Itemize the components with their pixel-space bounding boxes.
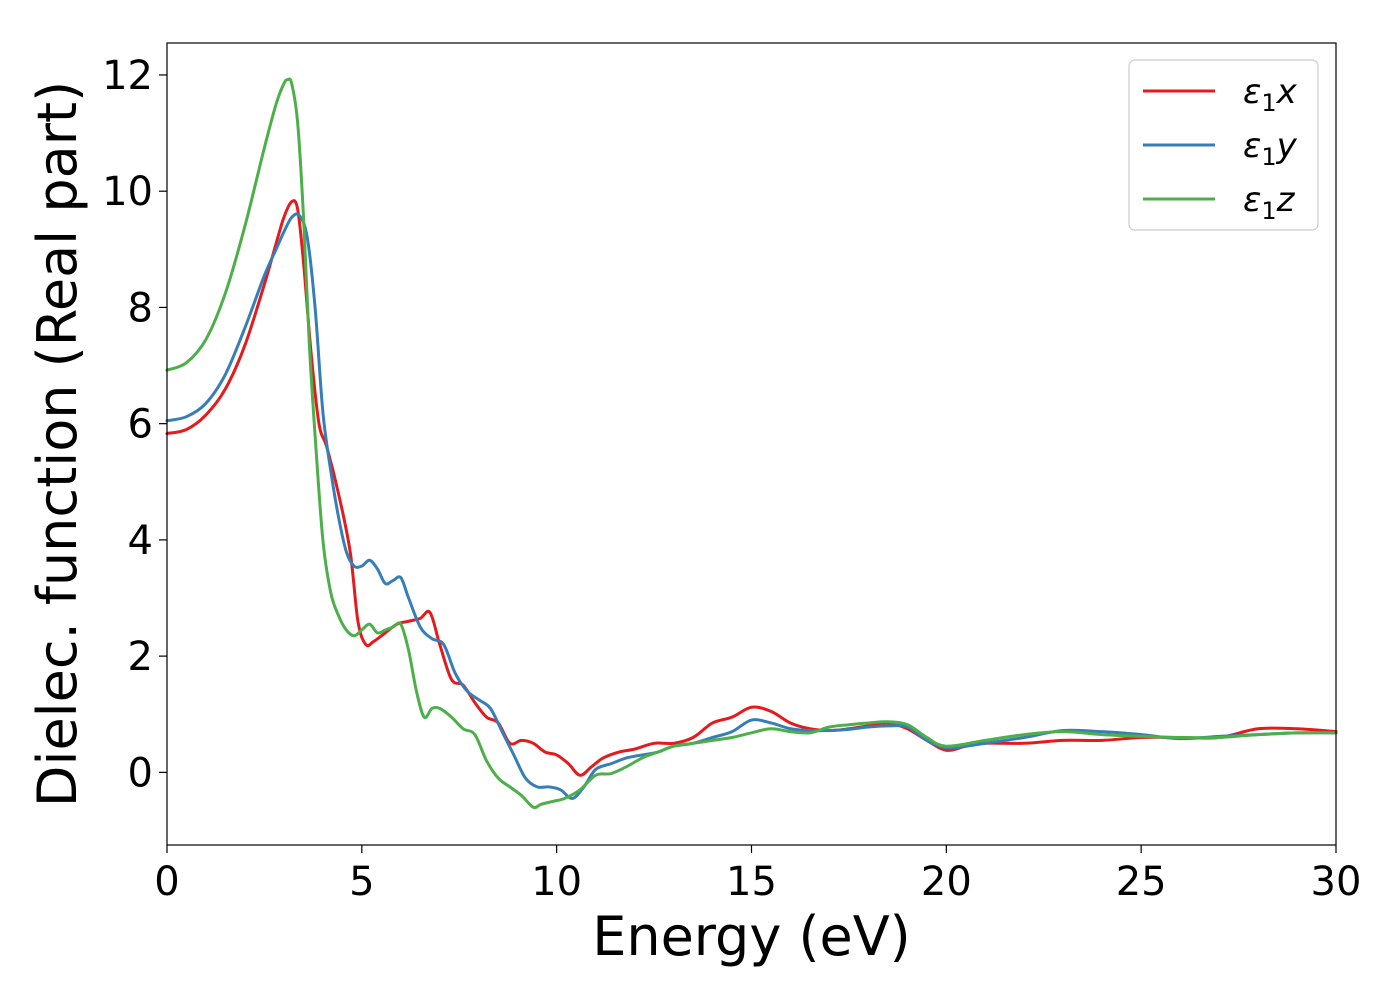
series-line-z xyxy=(165,77,1338,810)
y-axis: 0 2 4 6 8 10 12 xyxy=(102,53,167,796)
y-tick-label: 6 xyxy=(128,402,153,448)
y-tick-label: 4 xyxy=(128,518,153,564)
series-line-y xyxy=(165,212,1338,801)
legend-label-y: ε1y xyxy=(1243,126,1298,171)
legend-box xyxy=(1128,59,1319,231)
x-tick-label: 0 xyxy=(154,859,179,905)
y-axis-label: Dielec. function (Real part) xyxy=(26,81,89,807)
legend-label-x: ε1x xyxy=(1243,72,1298,117)
y-tick-label: 0 xyxy=(128,750,153,796)
y-tick-label: 2 xyxy=(128,634,153,680)
x-tick-label: 15 xyxy=(726,859,777,905)
series-layer xyxy=(165,77,1338,810)
legend: ε1x ε1y ε1z xyxy=(1128,59,1319,231)
x-axis: 0 5 10 15 20 25 30 xyxy=(154,845,1361,905)
x-tick-label: 10 xyxy=(531,859,582,905)
x-tick-label: 30 xyxy=(1311,859,1362,905)
x-axis-label: Energy (eV) xyxy=(592,905,911,968)
legend-label-z: ε1z xyxy=(1243,180,1296,225)
x-tick-label: 25 xyxy=(1116,859,1167,905)
y-tick-label: 8 xyxy=(128,285,153,331)
x-tick-label: 20 xyxy=(921,859,972,905)
x-tick-label: 5 xyxy=(349,859,374,905)
series-line-x xyxy=(165,199,1338,777)
y-tick-label: 12 xyxy=(102,53,153,99)
y-tick-label: 10 xyxy=(102,169,153,215)
